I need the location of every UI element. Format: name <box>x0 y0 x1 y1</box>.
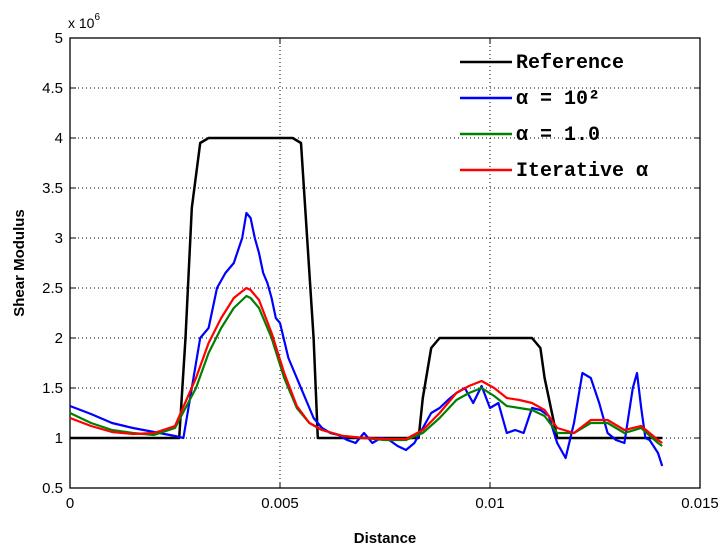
legend-label: Iterative α <box>516 160 648 183</box>
y-tick-label: 3 <box>55 230 63 247</box>
y-tick-label: 5 <box>55 30 63 47</box>
x-axis-label: Distance <box>354 530 417 547</box>
x-tick-label: 0.01 <box>475 495 504 512</box>
y-tick-label: 0.5 <box>42 480 63 497</box>
y-axis-label: Shear Modulus <box>11 209 28 317</box>
legend-label: Reference <box>516 52 624 75</box>
y-exponent-base: x 10 <box>68 15 95 31</box>
series-line-4 <box>69 286 663 444</box>
axis-ticks: 0 0.005 0.01 0.015 0.5 1 1.5 2 2.5 3 3.5 4 4.5 5 <box>42 30 719 512</box>
y-tick-label: 2.5 <box>42 280 63 297</box>
y-tick-label: 1.5 <box>42 380 63 397</box>
y-tick-label: 1 <box>55 430 63 447</box>
plot-frame <box>69 37 701 489</box>
x-tick-label: 0 <box>66 495 74 512</box>
y-tick-label: 4.5 <box>42 80 63 97</box>
y-exponent-power: 6 <box>94 12 100 23</box>
series-line-1 <box>70 136 663 440</box>
legend: Reference α = 10² α = 1.0 Iterative α <box>460 52 648 183</box>
legend-label: α = 10² <box>516 88 600 111</box>
legend-label: α = 1.0 <box>516 124 600 147</box>
y-tick-label: 4 <box>55 130 63 147</box>
x-tick-label: 0.015 <box>681 495 719 512</box>
y-exponent-label: x 106 <box>68 12 100 31</box>
series-lines <box>69 136 664 467</box>
x-tick-label: 0.005 <box>261 495 299 512</box>
y-tick-label: 2 <box>55 330 63 347</box>
y-tick-label: 3.5 <box>42 180 63 197</box>
